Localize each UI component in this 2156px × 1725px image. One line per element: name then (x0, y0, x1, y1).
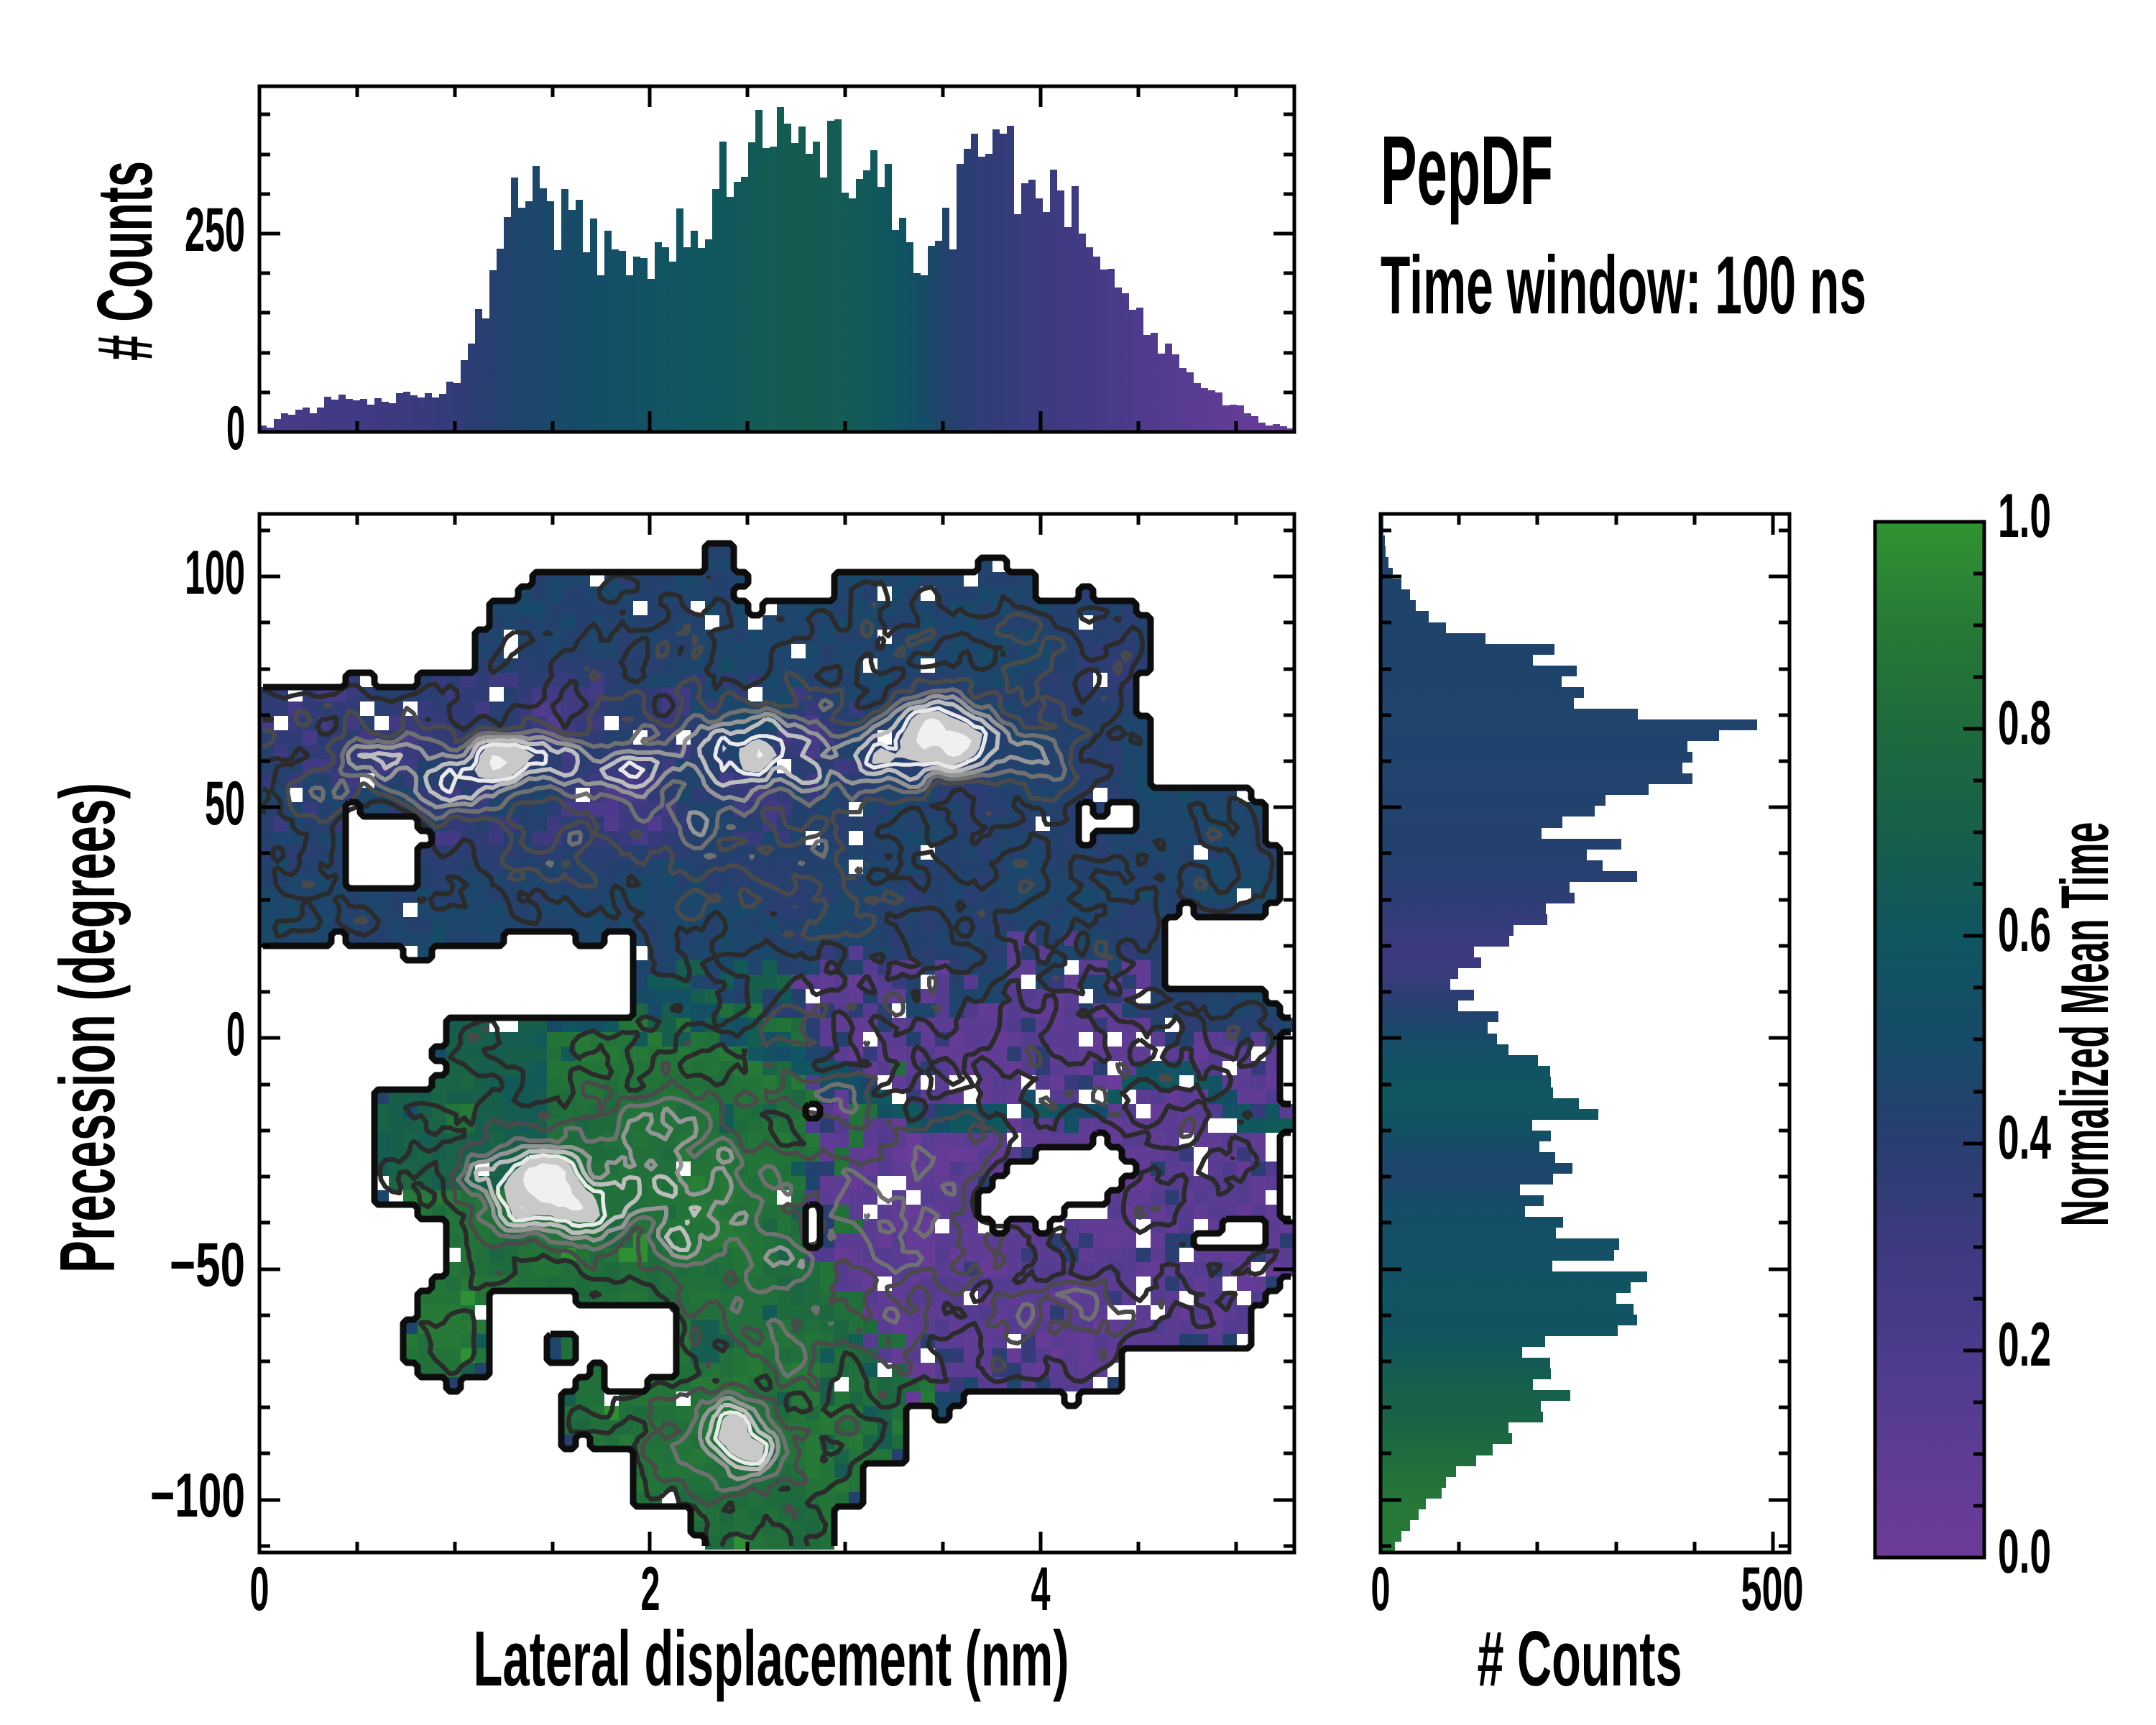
svg-text:−50: −50 (170, 1230, 245, 1300)
svg-text:PepDF: PepDF (1381, 115, 1553, 225)
svg-text:0.6: 0.6 (1998, 896, 2051, 965)
svg-text:4: 4 (1031, 1555, 1051, 1624)
svg-text:500: 500 (1741, 1555, 1804, 1624)
svg-text:0: 0 (1371, 1555, 1391, 1624)
svg-text:50: 50 (205, 769, 245, 838)
svg-text:0: 0 (250, 1555, 270, 1624)
svg-text:0.0: 0.0 (1998, 1517, 2051, 1586)
svg-text:# Counts: # Counts (1478, 1615, 1682, 1702)
svg-text:Normalized Mean Time: Normalized Mean Time (2047, 822, 2122, 1227)
svg-text:0.8: 0.8 (1998, 689, 2051, 758)
svg-text:0.4: 0.4 (1998, 1103, 2051, 1172)
svg-text:0: 0 (226, 394, 245, 463)
svg-text:# Counts: # Counts (81, 161, 168, 361)
svg-text:−100: −100 (150, 1461, 245, 1530)
svg-text:Precession (degrees): Precession (degrees) (44, 783, 131, 1273)
svg-text:0: 0 (226, 1000, 245, 1069)
svg-text:Time window: 100 ns: Time window: 100 ns (1381, 240, 1866, 331)
svg-text:2: 2 (641, 1555, 660, 1624)
svg-text:Lateral displacement (nm): Lateral displacement (nm) (474, 1615, 1069, 1702)
svg-text:100: 100 (185, 538, 245, 607)
svg-text:1.0: 1.0 (1998, 482, 2051, 551)
svg-text:0.2: 0.2 (1998, 1310, 2051, 1379)
svg-text:250: 250 (185, 196, 245, 264)
